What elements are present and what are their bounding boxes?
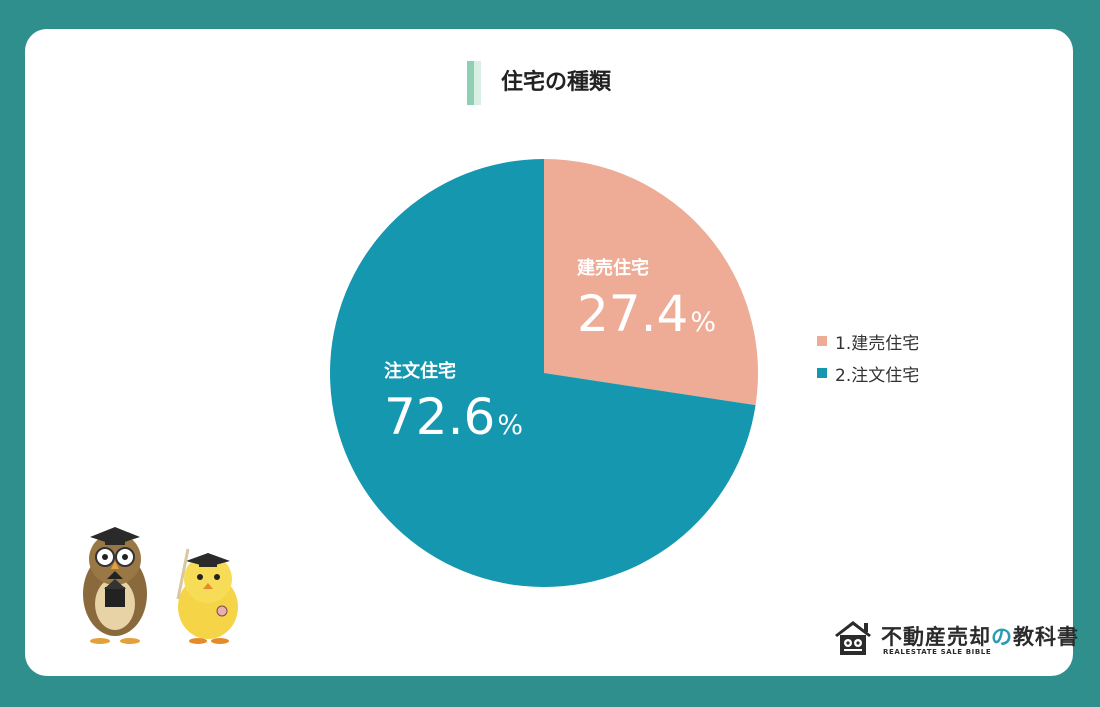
brand-subtitle: REALESTATE SALE BIBLE bbox=[883, 648, 992, 656]
slice-value-1: 27.4% bbox=[577, 285, 716, 343]
legend-item-1: 1.建売住宅 bbox=[817, 325, 919, 357]
chart-card: 住宅の種類 建売住宅 27.4% 注文住宅 72.6% 1.建売住宅 2.注文住宅 bbox=[25, 29, 1078, 676]
legend: 1.建売住宅 2.注文住宅 bbox=[817, 325, 919, 389]
owl-mascot-icon bbox=[83, 527, 147, 644]
chart-title: 住宅の種類 bbox=[501, 70, 612, 95]
title-accent-bar bbox=[467, 61, 481, 105]
legend-swatch-1 bbox=[817, 336, 827, 346]
pie-chart: 建売住宅 27.4% 注文住宅 72.6% bbox=[330, 159, 758, 587]
legend-swatch-2 bbox=[817, 368, 827, 378]
legend-label-2: 2.注文住宅 bbox=[835, 365, 920, 386]
slice-label-2: 注文住宅 bbox=[384, 360, 456, 382]
legend-label-1: 1.建売住宅 bbox=[835, 333, 920, 354]
chick-mascot-icon bbox=[176, 548, 238, 644]
brand-logo: 不動産売却の教科書 REALESTATE SALE BIBLE bbox=[833, 619, 1078, 661]
slice-value-2: 72.6% bbox=[384, 388, 523, 446]
mascot-illustration bbox=[83, 527, 238, 644]
slice-label-1: 建売住宅 bbox=[577, 257, 649, 279]
pie-slice-1 bbox=[544, 159, 758, 406]
house-logo-icon bbox=[835, 621, 871, 655]
brand-name: 不動産売却の教科書 bbox=[881, 625, 1079, 649]
pie-slice-2 bbox=[330, 159, 756, 587]
legend-item-2: 2.注文住宅 bbox=[817, 357, 919, 389]
